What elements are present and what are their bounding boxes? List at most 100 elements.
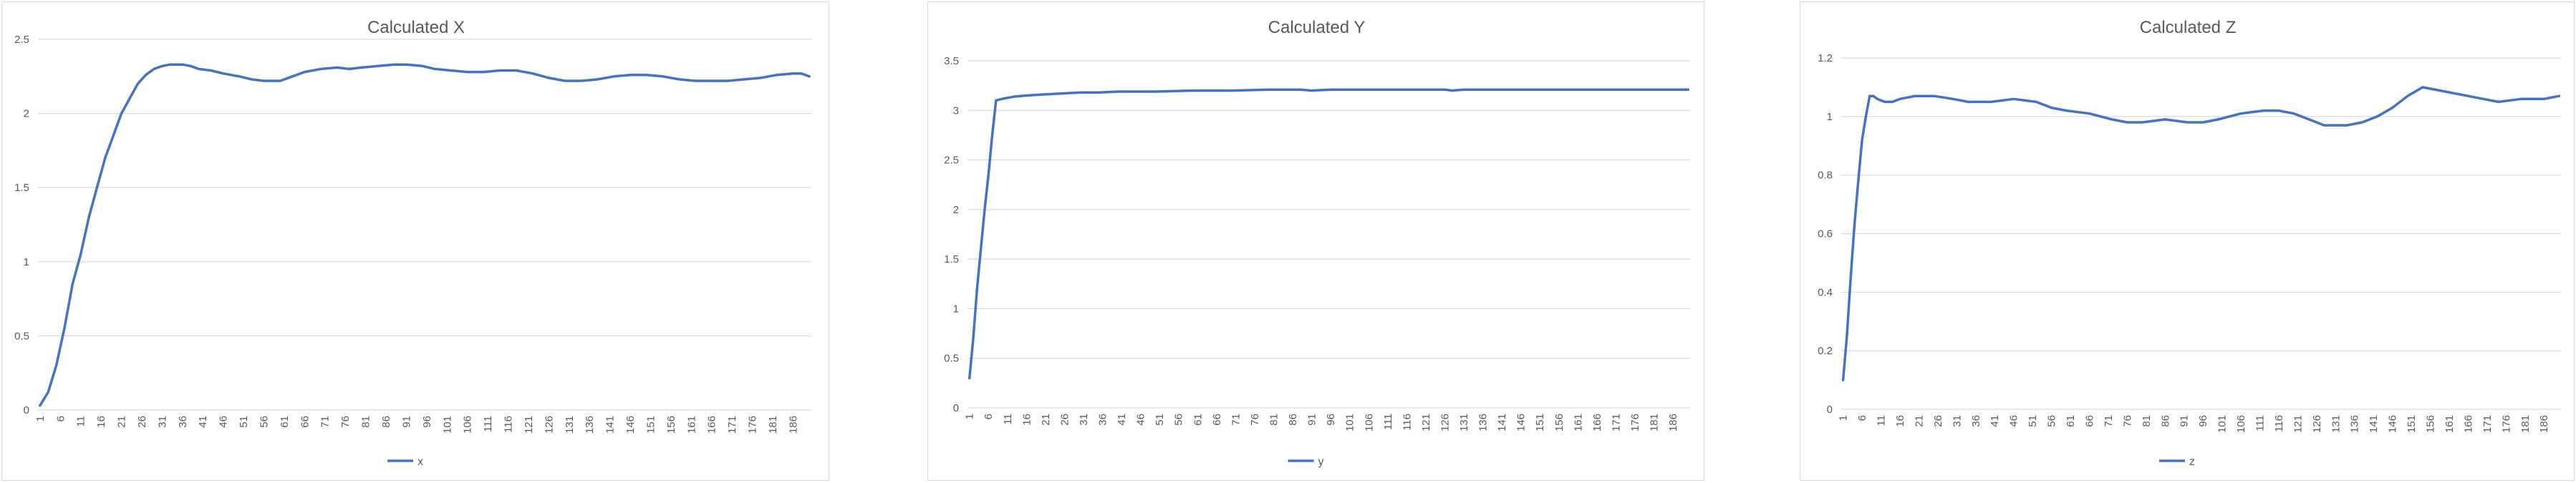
y-tick-label: 2 xyxy=(953,204,959,216)
legend-label: z xyxy=(2189,456,2195,468)
x-tick-label: 146 xyxy=(2387,415,2399,433)
y-tick-label: 0 xyxy=(24,404,29,416)
x-tick-label: 121 xyxy=(523,416,535,434)
x-tick-label: 166 xyxy=(2462,415,2474,433)
x-tick-label: 151 xyxy=(2406,415,2418,433)
x-tick-label: 106 xyxy=(462,416,474,434)
y-tick-label: 0.5 xyxy=(14,330,29,342)
chart-title: Calculated X xyxy=(367,18,465,37)
x-tick-label: 6 xyxy=(54,416,67,421)
y-tick-label: 2.5 xyxy=(944,155,959,167)
x-tick-label: 56 xyxy=(1173,414,1185,426)
chart-panel-y: Calculated Y 0 0.5 1 1.5 2 2.5 3 3.5 1 6 11 16 21 26 31… xyxy=(927,1,1704,481)
x-tick-label: 16 xyxy=(1021,414,1033,426)
x-tick-label: 136 xyxy=(2349,415,2361,433)
y-tick-label: 0.4 xyxy=(1818,286,1833,298)
x-tick-label: 46 xyxy=(1135,414,1147,426)
x-tick-label: 1 xyxy=(964,414,976,419)
x-tick-label: 181 xyxy=(2519,415,2532,433)
x-tick-label: 41 xyxy=(197,416,209,428)
y-tick-label: 1 xyxy=(24,256,29,268)
x-tick-label: 76 xyxy=(2121,415,2133,427)
x-tick-label: 31 xyxy=(1078,414,1090,426)
x-tick-label: 171 xyxy=(2481,415,2494,433)
x-tick-label: 181 xyxy=(1649,414,1661,431)
x-tick-label: 56 xyxy=(2046,415,2058,427)
x-tick-label: 71 xyxy=(1230,414,1242,426)
x-tick-label: 141 xyxy=(604,416,617,434)
x-tick-label: 86 xyxy=(2159,415,2171,427)
x-tick-label: 181 xyxy=(767,416,779,434)
x-tick-label: 66 xyxy=(1211,414,1223,426)
legend-label: y xyxy=(1318,456,1324,468)
x-tick-label: 186 xyxy=(1667,414,1679,431)
x-tick-label: 81 xyxy=(360,416,372,428)
y-tick-label: 0.6 xyxy=(1818,228,1833,240)
x-tick-label: 61 xyxy=(279,416,291,428)
x-tick-label: 31 xyxy=(1951,415,1963,427)
x-tick-label: 1 xyxy=(1838,415,1850,421)
x-tick-label: 11 xyxy=(1002,414,1014,425)
y-tick-label: 3.5 xyxy=(944,55,959,67)
x-tick-label: 156 xyxy=(2425,415,2437,433)
x-tick-label: 131 xyxy=(1458,414,1470,431)
x-tick-label: 36 xyxy=(1097,414,1109,426)
x-tick-label: 156 xyxy=(1553,414,1566,431)
x-tick-label: 186 xyxy=(787,416,799,434)
y-tick-label: 1.2 xyxy=(1818,52,1833,64)
series-line-x xyxy=(39,63,811,407)
x-tick-label: 96 xyxy=(421,416,433,428)
x-tick-label: 136 xyxy=(584,416,596,434)
x-tick-label: 116 xyxy=(2273,415,2285,432)
x-tick-label: 106 xyxy=(2235,415,2247,433)
x-tick-label: 51 xyxy=(1154,414,1166,426)
x-tick-label: 36 xyxy=(177,416,189,428)
x-tick-label: 111 xyxy=(2254,415,2266,431)
x-tick-label: 11 xyxy=(75,416,87,427)
x-tick-label: 46 xyxy=(2008,415,2020,427)
x-tick-label: 96 xyxy=(1325,414,1337,426)
x-tick-label: 71 xyxy=(2103,415,2115,427)
x-tick-label: 176 xyxy=(1629,414,1641,431)
x-tick-label: 96 xyxy=(2197,415,2209,427)
x-tick-label: 151 xyxy=(1534,414,1546,431)
chart-panel-x: Calculated X 0 0.5 1 1.5 2 2.5 1 6 11 16 21 26 31 36 41… xyxy=(1,1,829,481)
x-tick-label: 21 xyxy=(116,416,128,428)
chart-svg-x: Calculated X00.511.522.51 6 11 16 21 26 31 36 41… xyxy=(14,18,811,468)
chart-svg-z: Calculated Z00.20.40.60.811.21 6 11 16 21 26 3… xyxy=(1818,18,2561,468)
series-line-z xyxy=(1841,86,2561,381)
x-tick-label: 41 xyxy=(1989,415,2001,427)
series-line-y xyxy=(968,88,1690,380)
x-tick-label: 146 xyxy=(1515,414,1528,431)
x-tick-label: 51 xyxy=(238,416,250,428)
y-tick-label: 2.5 xyxy=(14,34,29,46)
x-tick-label: 6 xyxy=(1856,415,1868,421)
x-tick-label: 61 xyxy=(2065,415,2077,427)
chart-title: Calculated Z xyxy=(2140,18,2237,37)
y-tick-label: 1 xyxy=(1827,111,1833,123)
x-tick-label: 161 xyxy=(2444,415,2456,433)
x-tick-label: 26 xyxy=(1932,415,1944,427)
x-tick-label: 141 xyxy=(1496,414,1508,431)
x-tick-label: 116 xyxy=(1401,414,1413,431)
x-tick-label: 31 xyxy=(156,416,168,428)
x-tick-label: 101 xyxy=(2216,415,2229,433)
x-tick-label: 86 xyxy=(380,416,392,428)
x-tick-label: 156 xyxy=(665,416,677,434)
x-tick-label: 41 xyxy=(1116,414,1128,426)
x-tick-label: 26 xyxy=(136,416,148,428)
x-tick-label: 6 xyxy=(983,414,995,419)
x-tick-label: 21 xyxy=(1040,414,1052,426)
y-tick-label: 1.5 xyxy=(944,253,959,265)
x-tick-label: 16 xyxy=(1894,415,1906,427)
x-tick-label: 186 xyxy=(2538,415,2550,433)
x-tick-label: 111 xyxy=(482,416,494,432)
x-tick-label: 176 xyxy=(2500,415,2512,433)
y-tick-label: 2 xyxy=(24,108,29,120)
x-tick-label: 76 xyxy=(339,416,352,428)
y-tick-label: 1 xyxy=(953,303,959,315)
x-tick-label: 91 xyxy=(2179,415,2191,427)
x-tick-label: 121 xyxy=(1420,414,1432,431)
x-tick-label: 116 xyxy=(503,416,515,433)
x-tick-label: 171 xyxy=(726,416,738,434)
